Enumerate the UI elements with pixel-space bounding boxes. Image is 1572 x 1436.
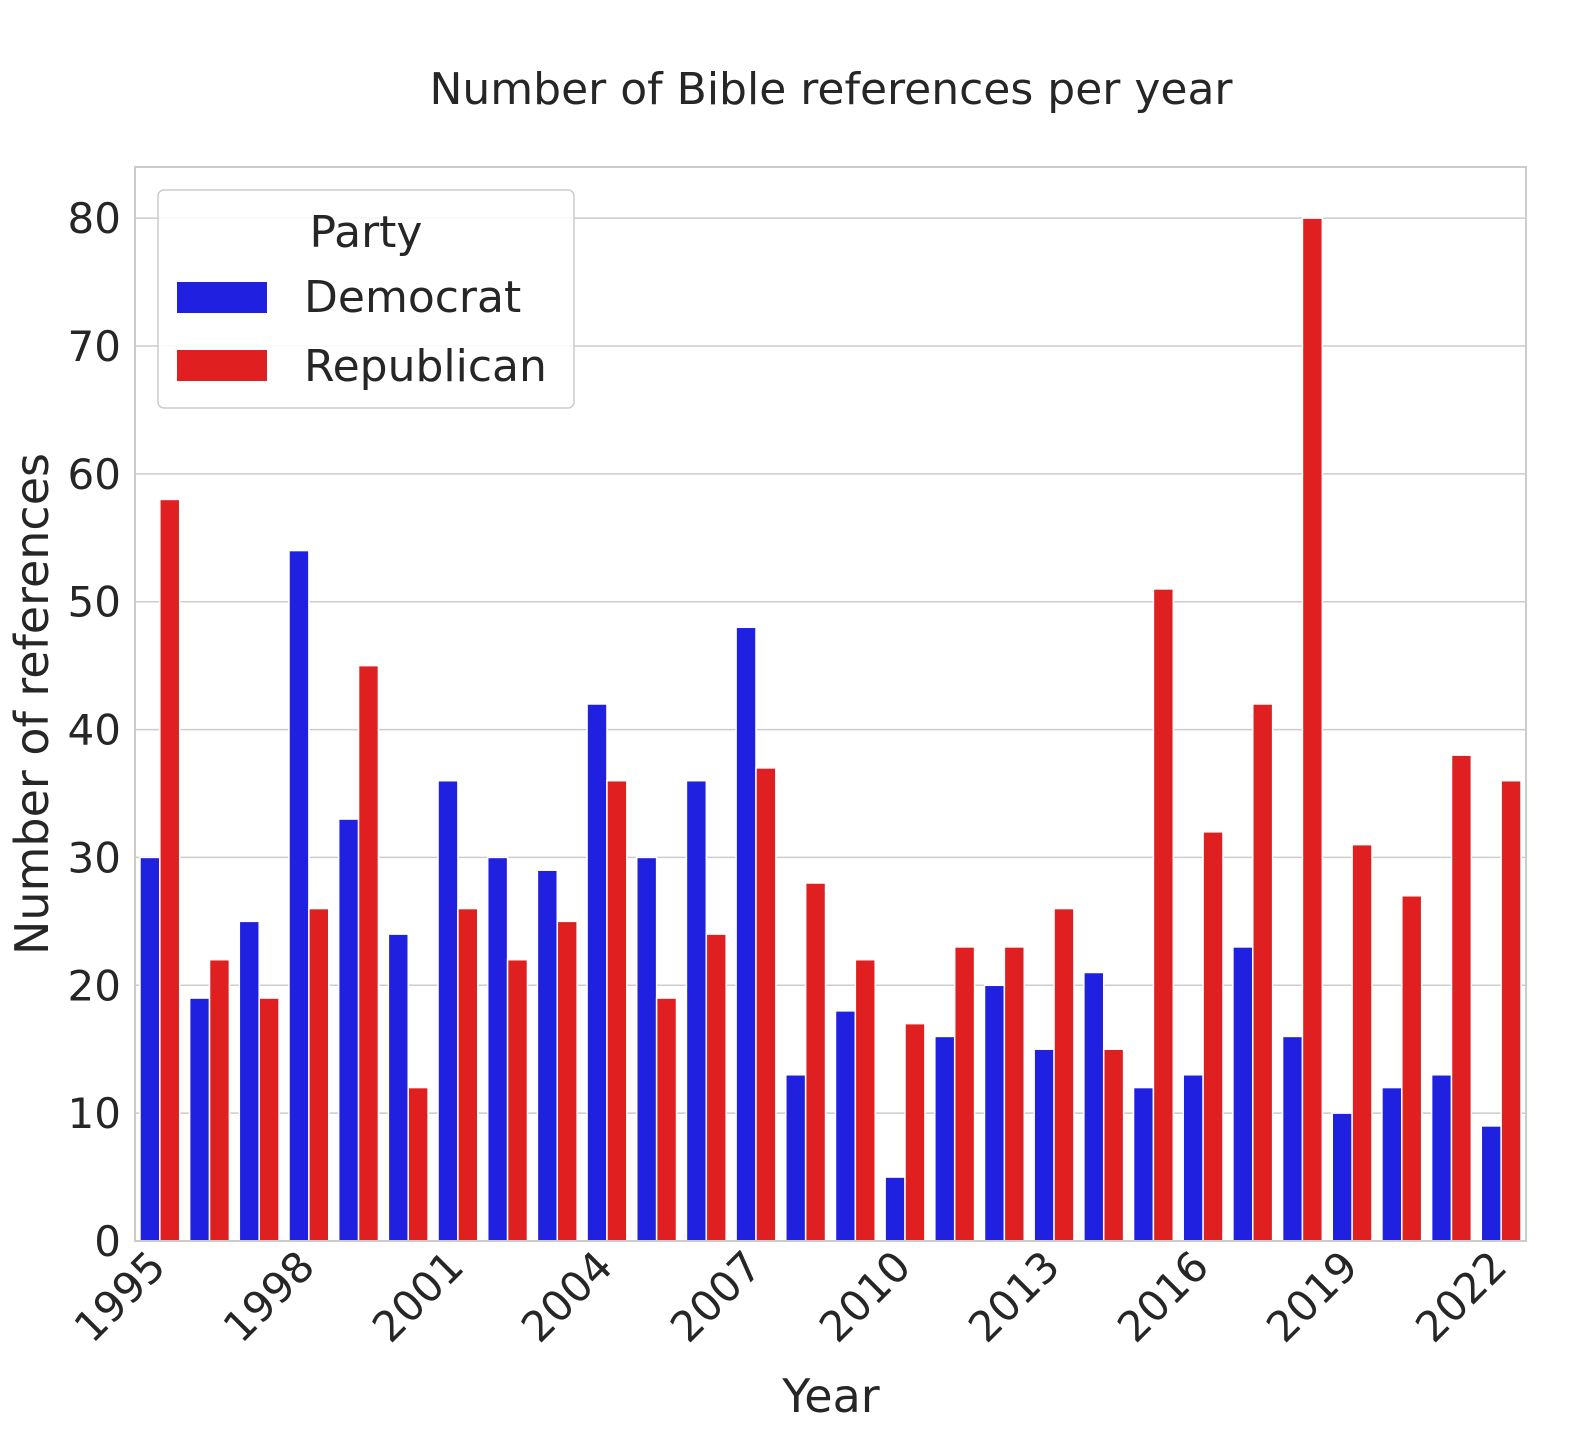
bar-democrat-2021: [1430, 1074, 1453, 1242]
bar-republican-2020: [1401, 895, 1423, 1242]
bar-democrat-2022: [1480, 1125, 1502, 1242]
bar-republican-2002: [506, 958, 529, 1242]
bar-democrat-2015: [1132, 1086, 1155, 1242]
y-tick-label-10: 10: [68, 1089, 121, 1138]
bar-republican-2008: [804, 882, 827, 1242]
bar-republican-2005: [655, 997, 678, 1242]
bar-republican-1996: [208, 958, 231, 1242]
y-tick-label-70: 70: [68, 322, 121, 371]
y-tick-label-30: 30: [68, 833, 121, 882]
x-tick-label-2004: 2004: [512, 1241, 622, 1351]
bar-democrat-2001: [437, 779, 459, 1242]
chart-title: Number of Bible references per year: [430, 64, 1234, 115]
bar-democrat-2004: [586, 703, 608, 1242]
bar-democrat-2010: [884, 1176, 906, 1242]
y-tick-label-60: 60: [68, 450, 121, 499]
bar-democrat-1998: [288, 549, 310, 1242]
y-tick-label-80: 80: [68, 194, 121, 243]
bar-republican-2003: [556, 920, 578, 1242]
bar-democrat-2012: [983, 984, 1006, 1242]
x-tick-label-2019: 2019: [1257, 1241, 1367, 1351]
legend-label-republican: Republican: [304, 341, 547, 392]
x-tick-label-1998: 1998: [214, 1241, 324, 1351]
bar-democrat-2005: [636, 856, 658, 1242]
bar-democrat-2016: [1182, 1074, 1204, 1242]
y-axis-label: Number of references: [5, 453, 59, 955]
x-tick-label-2001: 2001: [363, 1241, 473, 1351]
bar-republican-2004: [606, 779, 628, 1242]
legend-label-democrat: Democrat: [304, 272, 521, 323]
bar-republican-2015: [1152, 588, 1175, 1242]
plot-frame: [134, 166, 1527, 1242]
bar-democrat-2017: [1232, 946, 1254, 1242]
bar-republican-1995: [159, 498, 181, 1242]
bar-democrat-2008: [785, 1074, 807, 1242]
bar-republican-2011: [953, 946, 976, 1242]
bar-democrat-1997: [238, 920, 260, 1242]
bar-democrat-1999: [337, 818, 360, 1242]
bar-republican-2016: [1202, 831, 1224, 1242]
bar-republican-2013: [1053, 907, 1075, 1242]
bar-republican-2018: [1301, 217, 1324, 1242]
bar-republican-1997: [258, 997, 280, 1242]
bar-democrat-2009: [834, 1010, 857, 1242]
bar-democrat-1996: [188, 997, 211, 1242]
legend: Party Democrat Republican: [157, 189, 575, 409]
x-tick-label-2016: 2016: [1108, 1241, 1218, 1351]
bar-republican-2001: [457, 907, 479, 1242]
bar-democrat-2002: [486, 856, 509, 1242]
bar-republican-2014: [1102, 1048, 1125, 1242]
bar-democrat-2006: [685, 779, 708, 1242]
bar-republican-2019: [1351, 843, 1373, 1242]
bar-republican-2000: [407, 1086, 429, 1242]
legend-swatch-democrat: [177, 282, 267, 313]
bar-democrat-2019: [1331, 1112, 1353, 1242]
bar-republican-2022: [1500, 779, 1522, 1242]
y-tick-label-40: 40: [68, 706, 121, 755]
bar-republican-2012: [1003, 946, 1025, 1242]
x-tick-label-2010: 2010: [810, 1241, 920, 1351]
x-tick-label-2022: 2022: [1406, 1241, 1516, 1351]
bar-democrat-2003: [536, 869, 559, 1242]
bar-democrat-2011: [934, 1035, 956, 1242]
bar-democrat-2000: [387, 933, 409, 1242]
bar-democrat-2020: [1381, 1086, 1403, 1242]
x-axis-label: Year: [781, 1369, 879, 1423]
y-tick-label-50: 50: [68, 578, 121, 627]
y-tick-label-0: 0: [94, 1217, 121, 1266]
bar-democrat-1995: [139, 856, 161, 1242]
y-tick-labels: 0 10 20 30 40 50 60 70 80: [68, 194, 121, 1266]
bar-republican-2007: [755, 767, 777, 1242]
bar-republican-2006: [705, 933, 727, 1242]
bar-democrat-2018: [1281, 1035, 1304, 1242]
y-tick-label-20: 20: [68, 961, 121, 1010]
bar-republican-2010: [904, 1022, 926, 1242]
bar-democrat-2014: [1083, 971, 1105, 1242]
bar-republican-2021: [1450, 754, 1473, 1242]
bar-republican-2009: [854, 958, 876, 1242]
bar-democrat-2013: [1033, 1048, 1055, 1242]
bar-democrat-2007: [735, 626, 757, 1242]
x-tick-labels: 1995 1998 2001 2004 2007 2010 2013 2016 2019 2022: [65, 1241, 1517, 1351]
x-tick-label-2013: 2013: [959, 1241, 1069, 1351]
legend-swatch-republican: [177, 350, 267, 381]
legend-title: Party: [310, 207, 423, 258]
x-tick-label-2007: 2007: [661, 1241, 771, 1351]
bar-republican-2017: [1252, 703, 1274, 1242]
bar-republican-1998: [308, 907, 330, 1242]
bar-republican-1999: [357, 664, 380, 1242]
